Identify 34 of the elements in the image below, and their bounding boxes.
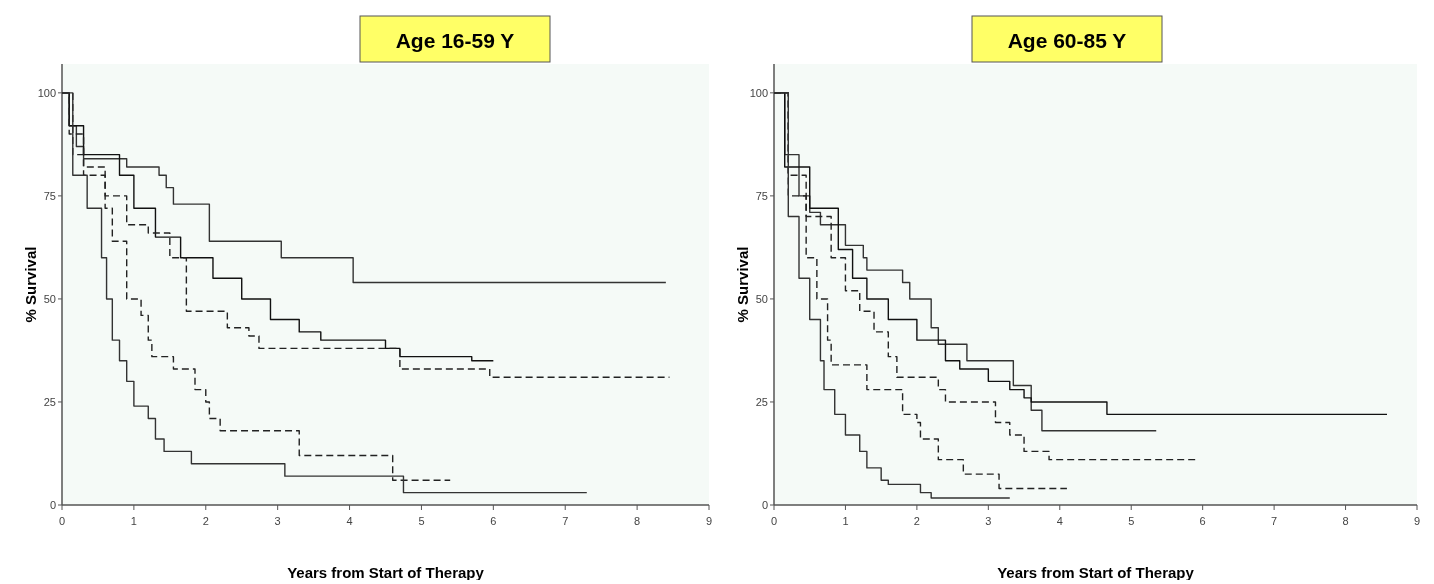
x-tick-label: 3 <box>274 515 281 527</box>
x-tick-label: 6 <box>490 515 497 527</box>
x-tick-label: 1 <box>130 515 137 527</box>
y-tick-label: 75 <box>755 189 768 202</box>
x-tick-label: 5 <box>1128 515 1135 527</box>
x-tick-label: 4 <box>1056 515 1063 527</box>
y-tick-label: 50 <box>755 292 768 305</box>
y-tick-label: 0 <box>49 499 56 511</box>
y-axis-title: % Survival <box>734 246 751 323</box>
x-tick-label: 0 <box>770 515 778 527</box>
x-tick-label: 7 <box>562 515 569 527</box>
y-axis-title: % Survival <box>22 246 39 323</box>
x-tick-label: 8 <box>634 515 641 527</box>
x-tick-label: 0 <box>58 515 66 527</box>
x-tick-label: 5 <box>418 515 425 527</box>
x-tick-label: 7 <box>1271 515 1278 527</box>
x-tick-label: 2 <box>202 515 209 527</box>
y-tick-label: 0 <box>761 499 768 511</box>
y-tick-label: 25 <box>755 395 768 408</box>
y-tick-label: 25 <box>43 395 56 408</box>
chart-title: Age 60-85 Y <box>1007 29 1127 52</box>
x-tick-label: 6 <box>1199 515 1206 527</box>
x-tick-label: 9 <box>705 515 713 527</box>
y-tick-label: 50 <box>43 292 56 305</box>
x-tick-label: 9 <box>1413 515 1421 527</box>
y-tick-label: 75 <box>43 189 56 202</box>
x-tick-label: 2 <box>913 515 920 527</box>
chart-title: Age 16-59 Y <box>395 29 515 52</box>
y-tick-label: 100 <box>37 86 56 99</box>
y-tick-label: 100 <box>749 86 768 99</box>
x-tick-label: 3 <box>985 515 992 527</box>
x-tick-label: 8 <box>1342 515 1349 527</box>
x-tick-label: 4 <box>346 515 353 527</box>
x-tick-label: 1 <box>842 515 849 527</box>
